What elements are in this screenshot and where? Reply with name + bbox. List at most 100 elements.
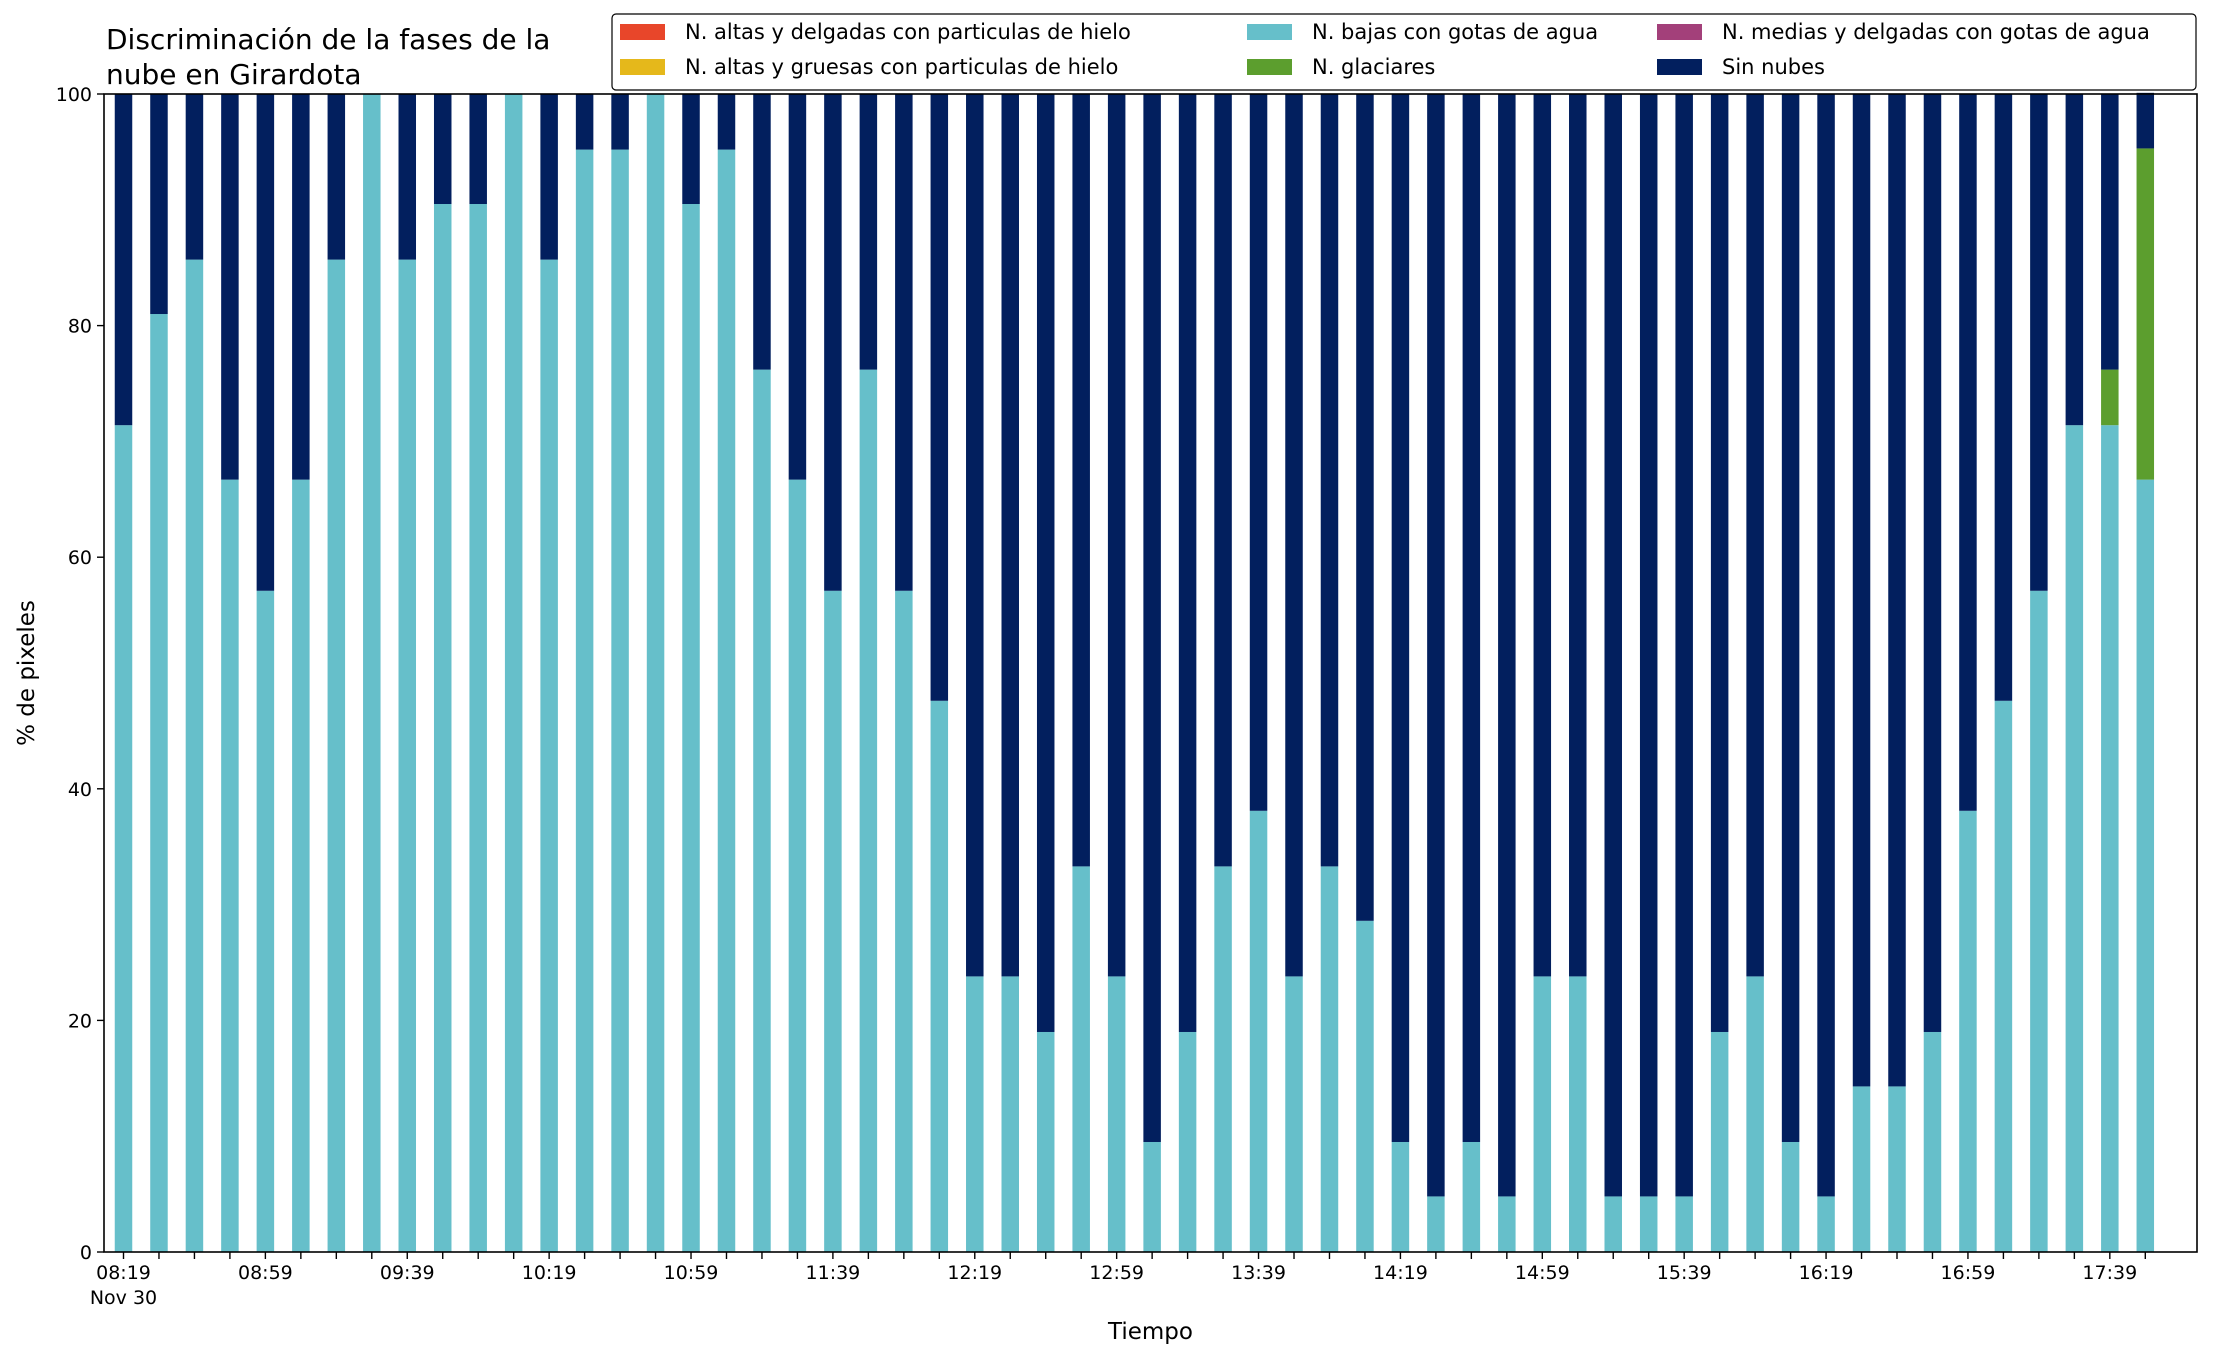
legend-label: N. altas y gruesas con particulas de hie… <box>685 55 1118 79</box>
x-tick-label: 16:19 <box>1799 1262 1854 1284</box>
bar-segment-2-10:39 <box>611 149 629 1253</box>
bar-segment-5-09:59 <box>469 94 487 205</box>
bar-segment-2-13:29 <box>1214 866 1232 1252</box>
bar-segment-5-14:39 <box>1462 94 1481 1142</box>
bar-segment-2-11:29 <box>788 479 807 1252</box>
bar-segment-2-08:49 <box>221 479 239 1252</box>
bar-segment-2-15:49 <box>1710 1031 1729 1252</box>
bars-layer <box>114 92 2155 1253</box>
bar-segment-5-11:09 <box>717 94 736 150</box>
x-tick-label: 12:19 <box>947 1262 1002 1284</box>
bar-segment-3-17:49 <box>2136 148 2155 480</box>
bar-segment-2-08:59 <box>256 590 275 1252</box>
bar-segment-2-15:29 <box>1639 1196 1658 1252</box>
bar-segment-2-10:09 <box>504 94 523 1252</box>
bar-segment-2-17:39 <box>2101 425 2119 1252</box>
bar-segment-2-11:39 <box>824 590 842 1252</box>
bar-segment-5-12:19 <box>966 94 984 977</box>
bar-segment-2-17:19 <box>2030 590 2048 1252</box>
x-tick-label: 08:19 <box>96 1262 151 1284</box>
bar-segment-2-13:39 <box>1249 810 1268 1252</box>
bar-segment-3-17:39 <box>2101 369 2119 426</box>
bar-segment-2-11:49 <box>859 369 878 1252</box>
bar-segment-2-11:19 <box>753 369 771 1252</box>
chart-title-line: nube en Girardota <box>106 58 361 91</box>
bar-segment-5-10:59 <box>682 94 700 205</box>
bar-segment-2-15:19 <box>1604 1196 1622 1252</box>
y-tick-label: 80 <box>68 316 92 338</box>
bar-segment-5-09:19 <box>327 94 346 260</box>
bar-segment-5-16:59 <box>1959 94 1977 811</box>
bar-segment-5-12:59 <box>1107 94 1126 977</box>
bar-segment-5-11:39 <box>824 94 842 591</box>
bar-segment-5-09:49 <box>433 94 452 205</box>
bar-segment-5-11:29 <box>788 94 807 480</box>
bar-segment-5-17:39 <box>2101 94 2119 370</box>
bar-segment-2-09:49 <box>433 204 452 1252</box>
x-tick-label: 10:19 <box>522 1262 577 1284</box>
bar-segment-2-08:29 <box>150 314 168 1252</box>
bar-segment-5-15:59 <box>1746 94 1764 977</box>
legend-label: N. medias y delgadas con gotas de agua <box>1722 20 2150 44</box>
bar-segment-5-17:29 <box>2065 94 2084 426</box>
bar-segment-5-16:39 <box>1888 94 1906 1087</box>
bar-segment-5-15:19 <box>1604 94 1622 1197</box>
bar-segment-2-14:29 <box>1427 1196 1445 1252</box>
x-tick-sublabel: Nov 30 <box>90 1287 157 1309</box>
bar-segment-5-13:59 <box>1320 94 1339 867</box>
bar-segment-2-08:39 <box>185 259 204 1252</box>
bar-segment-5-14:09 <box>1356 94 1374 921</box>
x-tick-label: 09:39 <box>380 1262 435 1284</box>
bar-segment-5-11:59 <box>895 94 913 591</box>
bar-segment-2-14:09 <box>1356 920 1374 1252</box>
bar-segment-2-15:09 <box>1569 976 1587 1252</box>
bar-segment-5-13:19 <box>1178 94 1197 1032</box>
bar-segment-2-16:09 <box>1781 1141 1800 1252</box>
bar-segment-5-12:29 <box>1001 94 1019 977</box>
bar-segment-2-13:59 <box>1320 866 1339 1252</box>
bar-segment-2-09:29 <box>363 94 381 1252</box>
bar-segment-2-16:59 <box>1959 810 1977 1252</box>
bar-segment-2-14:59 <box>1533 976 1552 1252</box>
bar-segment-5-13:29 <box>1214 94 1232 867</box>
bar-segment-5-10:19 <box>540 94 558 260</box>
bar-segment-2-13:19 <box>1178 1031 1197 1252</box>
bar-segment-5-12:49 <box>1072 94 1090 867</box>
bar-segment-2-09:39 <box>398 259 417 1252</box>
bar-segment-2-08:19 <box>114 425 133 1252</box>
bar-segment-2-14:19 <box>1391 1141 1410 1252</box>
x-tick-label: 12:59 <box>1089 1262 1144 1284</box>
bar-segment-2-10:29 <box>575 149 594 1253</box>
legend-label: N. altas y delgadas con particulas de hi… <box>685 20 1131 44</box>
bar-segment-5-13:49 <box>1285 94 1303 977</box>
bar-segment-5-08:39 <box>185 94 204 260</box>
bar-segment-5-08:29 <box>150 94 168 315</box>
y-tick-label: 20 <box>68 1010 92 1032</box>
bar-segment-2-13:09 <box>1143 1141 1161 1252</box>
bar-segment-5-13:39 <box>1249 94 1268 811</box>
legend-label: Sin nubes <box>1722 55 1825 79</box>
bar-segment-2-09:59 <box>469 204 487 1252</box>
bar-segment-2-10:59 <box>682 204 700 1252</box>
x-tick-label: 13:39 <box>1231 1262 1286 1284</box>
bar-segment-2-10:19 <box>540 259 558 1252</box>
bar-segment-2-10:49 <box>646 94 665 1252</box>
bar-segment-2-12:59 <box>1107 976 1126 1252</box>
bar-segment-2-14:39 <box>1462 1141 1481 1252</box>
bar-segment-5-15:29 <box>1639 94 1658 1197</box>
x-tick-label: 14:59 <box>1515 1262 1570 1284</box>
legend-swatch <box>1247 24 1292 40</box>
chart-title-line: Discriminación de la fases de la <box>106 23 550 56</box>
bar-segment-5-14:49 <box>1498 94 1516 1197</box>
x-axis-label: Tiempo <box>1107 1319 1193 1345</box>
bar-segment-2-17:49 <box>2136 479 2155 1252</box>
bar-segment-2-15:59 <box>1746 976 1764 1252</box>
legend-box <box>611 13 2197 91</box>
bar-segment-5-08:49 <box>221 94 239 480</box>
legend-label: N. bajas con gotas de agua <box>1312 20 1598 44</box>
bar-segment-5-15:39 <box>1675 94 1693 1197</box>
bar-segment-2-12:09 <box>930 700 949 1252</box>
bar-segment-5-14:59 <box>1533 94 1552 977</box>
y-tick-label: 0 <box>80 1242 92 1264</box>
